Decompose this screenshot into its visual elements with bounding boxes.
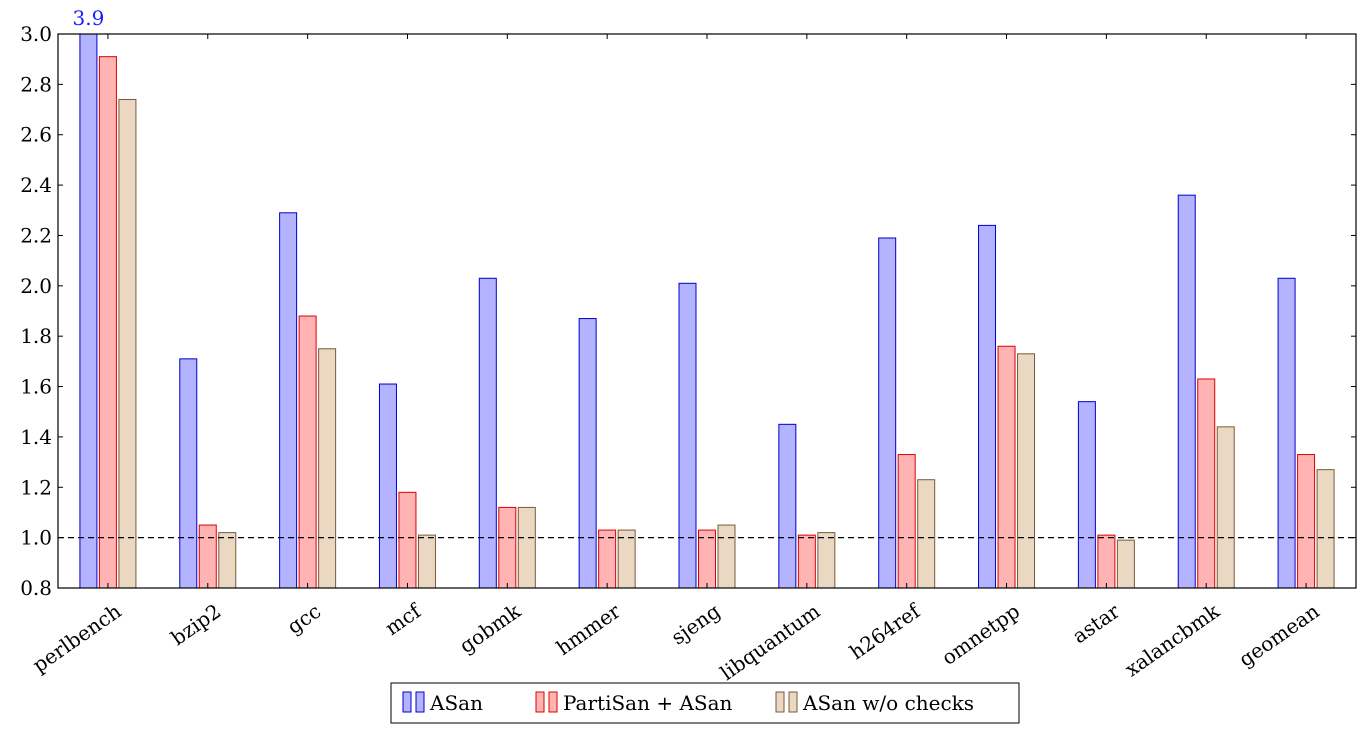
bar-asan-sjeng: [678, 282, 697, 589]
y-tick-label: 1.4: [20, 425, 52, 449]
bar-partisan-asan-astar: [1097, 534, 1116, 589]
bar-asan-w-o-checks-gcc: [318, 348, 337, 589]
bar-partisan-asan-h264ref: [897, 454, 916, 589]
bar-asan-w-o-checks-libquantum: [817, 532, 836, 589]
category-label-omnetpp: omnetpp: [937, 599, 1024, 670]
bar-asan-perlbench: [79, 33, 98, 589]
legend-swatch: [775, 691, 785, 713]
y-tick-label: 1.0: [20, 526, 52, 550]
annotations-layer: 3.9: [73, 6, 105, 30]
bar-asan-w-o-checks-xalancbmk: [1216, 426, 1235, 589]
legend-label: ASan w/o checks: [802, 691, 974, 715]
bar-asan-bzip2: [179, 358, 198, 589]
x-tick-labels: perlbench bzip2 gcc mcf gobmk hmmer sjenglibqu…: [28, 598, 1324, 685]
y-tick-label: 2.8: [20, 72, 52, 96]
bar-asan-hmmer: [578, 318, 597, 589]
category-label-astar: astar: [1068, 599, 1124, 649]
bar-partisan-asan-omnetpp: [997, 345, 1016, 589]
bar-asan-mcf: [378, 383, 397, 589]
category-label-geomean: geomean: [1234, 599, 1323, 672]
bars-layer: [79, 33, 1335, 589]
bar-asan-w-o-checks-h264ref: [917, 479, 936, 589]
category-label-gcc: gcc: [283, 599, 326, 639]
legend-box: [390, 682, 1020, 724]
category-label-hmmer: hmmer: [552, 599, 625, 660]
legend-label: ASan: [429, 691, 483, 715]
bar-partisan-asan-geomean: [1297, 454, 1316, 589]
category-label-bzip2: bzip2: [166, 599, 225, 650]
y-tick-labels: 0.8 1.0 1.2 1.4 1.6 1.8 2.0 2.2 2.4 2.6 2.8 3.0: [20, 22, 52, 600]
y-tick-label: 2.6: [20, 123, 52, 147]
legend: ASan PartiSan + ASan ASan w/o checks: [390, 682, 1020, 724]
bar-asan-w-o-checks-geomean: [1316, 469, 1335, 589]
bar-asan-geomean: [1277, 277, 1296, 589]
y-tick-label: 0.8: [20, 576, 52, 600]
axes-layer: [57, 33, 1357, 589]
bar-partisan-asan-hmmer: [598, 529, 617, 589]
legend-swatch: [788, 691, 798, 713]
bar-asan-omnetpp: [978, 224, 997, 589]
category-label-perlbench: perlbench: [28, 599, 126, 677]
bar-asan-h264ref: [878, 237, 897, 589]
bar-partisan-asan-gobmk: [498, 506, 517, 589]
y-tick-label: 2.2: [20, 223, 52, 247]
y-tick-label: 3.0: [20, 22, 52, 46]
bar-partisan-asan-gcc: [298, 315, 317, 589]
y-tick-label: 1.6: [20, 375, 52, 399]
bar-asan-xalancbmk: [1177, 194, 1196, 589]
legend-swatch: [415, 691, 425, 713]
bar-asan-w-o-checks-omnetpp: [1017, 353, 1036, 589]
bar-partisan-asan-perlbench: [98, 56, 117, 589]
bar-asan-w-o-checks-mcf: [417, 534, 436, 589]
category-label-mcf: mcf: [381, 598, 427, 640]
bar-partisan-asan-xalancbmk: [1197, 378, 1216, 589]
bar-partisan-asan-mcf: [398, 491, 417, 589]
y-tick-label: 2.4: [20, 173, 52, 197]
bar-asan-w-o-checks-astar: [1116, 539, 1135, 589]
category-label-libquantum: libquantum: [716, 599, 825, 685]
legend-swatch: [402, 691, 412, 713]
category-label-sjeng: sjeng: [667, 599, 725, 650]
y-tick-label: 1.2: [20, 475, 52, 499]
bar-asan-libquantum: [778, 423, 797, 589]
legend-swatch: [548, 691, 558, 713]
bar-asan-gobmk: [478, 277, 497, 589]
bar-asan-w-o-checks-perlbench: [118, 98, 137, 589]
bar-asan-gcc: [279, 212, 298, 589]
bar-partisan-asan-sjeng: [698, 529, 716, 589]
y-tick-label: 1.8: [20, 324, 52, 348]
plot-frame: [57, 33, 1357, 589]
clipped-value-label: 3.9: [73, 6, 105, 30]
bar-partisan-asan-bzip2: [198, 524, 217, 589]
legend-swatch: [535, 691, 545, 713]
bar-asan-w-o-checks-gobmk: [517, 506, 536, 589]
bar-asan-astar: [1077, 401, 1096, 589]
category-label-xalancbmk: xalancbmk: [1120, 598, 1224, 681]
bar-asan-w-o-checks-hmmer: [617, 529, 636, 589]
bar-partisan-asan-libquantum: [797, 534, 816, 589]
y-tick-label: 2.0: [20, 274, 52, 298]
bar-asan-w-o-checks-sjeng: [717, 524, 736, 589]
legend-label: PartiSan + ASan: [563, 691, 733, 715]
category-label-gobmk: gobmk: [455, 598, 526, 658]
bar-asan-w-o-checks-bzip2: [218, 532, 237, 589]
category-label-h264ref: h264ref: [845, 598, 925, 664]
